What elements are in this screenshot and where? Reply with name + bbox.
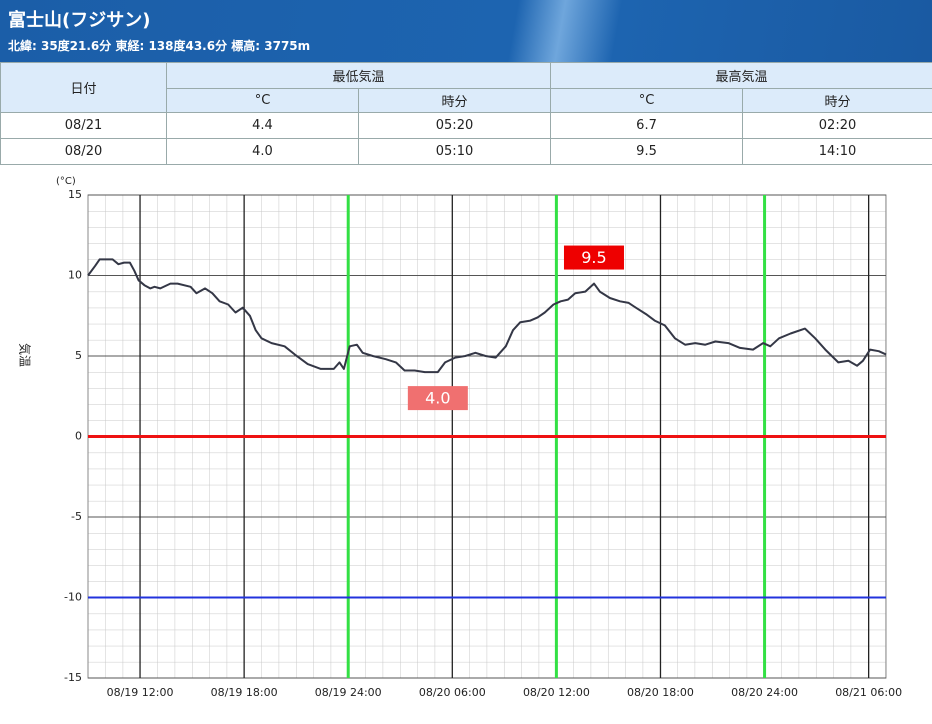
column-header: 日付 [0, 62, 167, 113]
x-tick-label: 08/19 12:00 [107, 686, 174, 699]
annotation-box [407, 386, 468, 411]
y-unit: (°C) [56, 176, 76, 187]
y-tick-label: -10 [64, 591, 82, 604]
x-tick-label: 08/21 06:00 [835, 686, 902, 699]
subtitle: 北緯: 35度21.6分 東経: 138度43.6分 標高: 3775m [8, 39, 311, 53]
x-tick-label: 08/20 06:00 [419, 686, 486, 699]
chart: (°C) 気温 -15 -10 -5 0 5 10 15 08/19 12:00 08/19 1… [18, 176, 903, 699]
cell: 05:10 [357, 138, 552, 165]
cell: 4.4 [166, 112, 359, 139]
y-tick-label: -5 [71, 510, 82, 523]
subcolumn-header: °C [550, 88, 744, 113]
y-tick-label: 0 [75, 430, 82, 443]
cell: 6.7 [550, 112, 744, 139]
cell: 08/21 [0, 112, 167, 139]
y-tick-label: 10 [68, 269, 82, 282]
cell: 4.0 [166, 138, 359, 165]
y-axis-label: 気温 [18, 343, 33, 367]
column-header: 最低気温 [165, 62, 552, 89]
header: 富士山(フジサン) 北緯: 35度21.6分 東経: 138度43.6分 標高:… [0, 0, 932, 62]
cell: 08/20 [0, 138, 167, 165]
cell: 05:20 [357, 112, 552, 139]
summary-table: 日付 最低気温 最高気温 °C 時分 °C 時分 08/21 4.4 05:20… [0, 62, 932, 165]
title: 富士山(フジサン) [8, 10, 151, 31]
annotation-label: 4.0 [425, 389, 450, 408]
y-tick-label: 15 [68, 188, 82, 201]
subcolumn-header: 時分 [742, 88, 932, 113]
cell: 02:20 [742, 112, 932, 139]
y-tick-label: 5 [75, 349, 82, 362]
cell: 9.5 [550, 138, 744, 165]
temperature-line [87, 258, 887, 374]
annotation-label: 9.5 [581, 248, 606, 267]
subcolumn-header: 時分 [357, 88, 552, 113]
x-tick-label: 08/19 18:00 [211, 686, 278, 699]
subcolumn-header: °C [166, 88, 359, 113]
cell: 14:10 [742, 138, 932, 165]
x-tick-label: 08/20 12:00 [523, 686, 590, 699]
x-tick-label: 08/20 24:00 [731, 686, 798, 699]
y-tick-label: -15 [64, 671, 82, 684]
x-tick-label: 08/19 24:00 [315, 686, 382, 699]
annotation-box [563, 245, 624, 270]
x-tick-label: 08/20 18:00 [627, 686, 694, 699]
column-header: 最高気温 [550, 62, 932, 89]
